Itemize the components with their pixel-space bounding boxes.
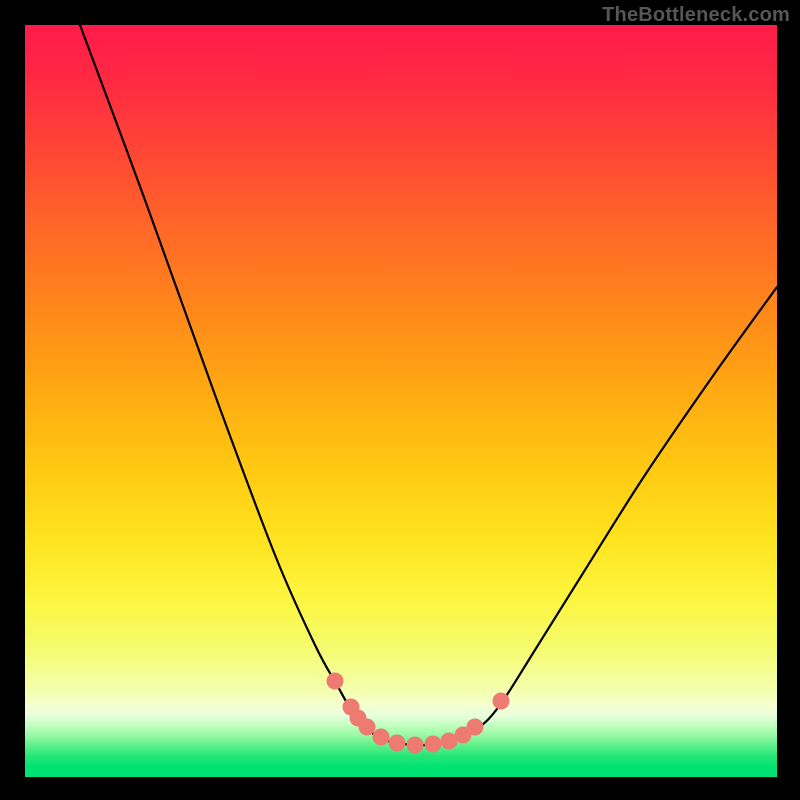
marker-dot — [389, 735, 406, 752]
marker-dot — [373, 729, 390, 746]
marker-dot — [467, 719, 484, 736]
marker-dot — [425, 736, 442, 753]
marker-dot — [359, 719, 376, 736]
bottleneck-curve-chart — [25, 25, 777, 777]
marker-dot — [327, 673, 344, 690]
watermark-text: TheBottleneck.com — [602, 4, 790, 27]
gradient-background — [25, 25, 777, 777]
plot-area — [25, 25, 777, 777]
chart-frame: TheBottleneck.com — [0, 0, 800, 800]
marker-dot — [407, 737, 424, 754]
marker-dot — [493, 693, 510, 710]
